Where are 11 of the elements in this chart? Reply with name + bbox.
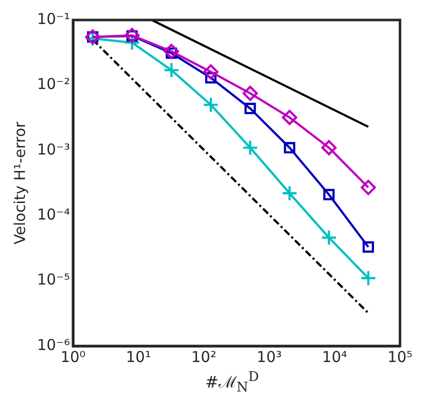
- y-axis-title: Velocity H¹-error: [10, 120, 29, 244]
- y-tick-label: 10⁻⁵: [36, 270, 70, 289]
- x-tick-label: 10¹: [126, 348, 151, 366]
- y-tick-label: 10⁻³: [36, 140, 70, 158]
- x-tick-label: 10³: [256, 348, 282, 366]
- y-tick-label: 10⁻²: [36, 75, 70, 94]
- x-tick-label: 10⁵: [387, 348, 413, 366]
- y-tick-label: 10⁻⁴: [36, 205, 70, 224]
- y-tick-label: 10⁻¹: [36, 10, 70, 28]
- x-tick-label: 10²: [191, 348, 216, 366]
- x-tick-label: 10⁴: [322, 348, 348, 366]
